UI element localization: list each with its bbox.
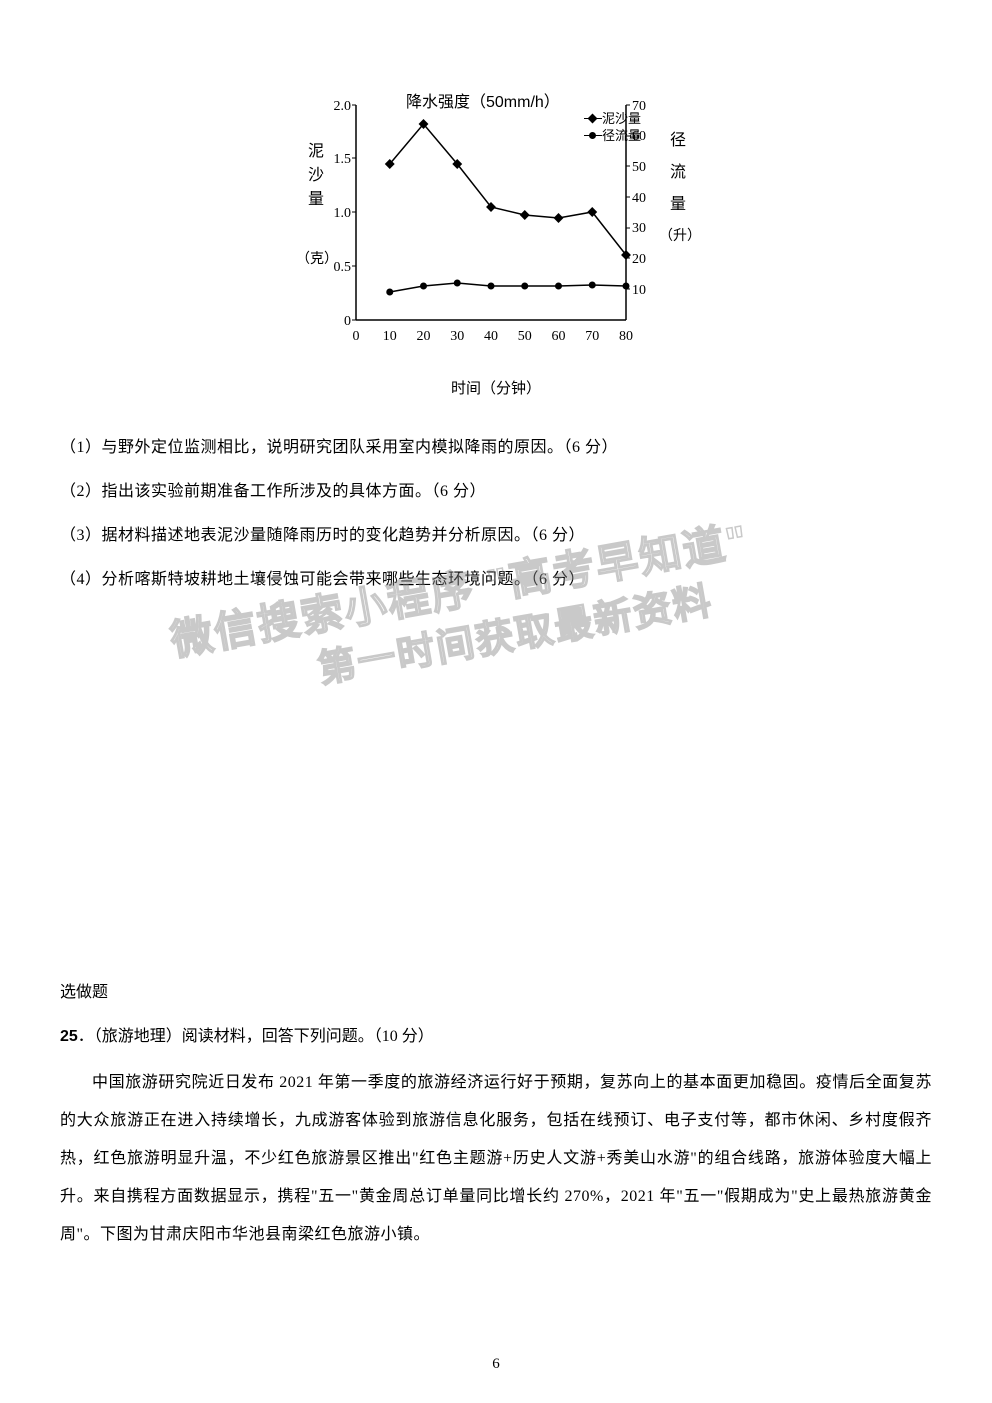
- x-axis-label: 时间（分钟）: [286, 377, 706, 398]
- question-3: （3）据材料描述地表泥沙量随降雨历时的变化趋势并分析原因。（6 分）: [60, 518, 932, 554]
- rainfall-chart: 降水强度（50mm/h） 泥 沙 量 （克） 径 流 量 （升） 泥沙量 径流量: [286, 80, 706, 400]
- svg-text:40: 40: [632, 191, 646, 206]
- svg-text:0: 0: [353, 329, 360, 344]
- svg-text:1.5: 1.5: [334, 152, 352, 167]
- question-2: （2）指出该实验前期准备工作所涉及的具体方面。（6 分）: [60, 474, 932, 510]
- svg-text:30: 30: [450, 329, 464, 344]
- svg-text:10: 10: [632, 283, 646, 298]
- svg-text:2.0: 2.0: [334, 99, 352, 114]
- questions-block: （1）与野外定位监测相比，说明研究团队采用室内模拟降雨的原因。（6 分） （2）…: [60, 430, 932, 598]
- svg-text:60: 60: [552, 329, 566, 344]
- svg-text:10: 10: [383, 329, 397, 344]
- svg-text:40: 40: [484, 329, 498, 344]
- svg-text:60: 60: [632, 129, 646, 144]
- page-number: 6: [0, 1356, 992, 1373]
- chart-svg: 0 0.5 1.0 1.5 2.0 10 20 30 40 50 60 70: [286, 80, 706, 380]
- optional-section-title: 选做题: [60, 978, 932, 1002]
- svg-text:50: 50: [518, 329, 532, 344]
- svg-text:70: 70: [632, 99, 646, 114]
- svg-text:50: 50: [632, 160, 646, 175]
- svg-text:20: 20: [632, 252, 646, 267]
- svg-text:70: 70: [585, 329, 599, 344]
- q25-header-text: ．（旅游地理）阅读材料，回答下列问题。（10 分）: [78, 1028, 434, 1045]
- svg-text:1.0: 1.0: [334, 206, 352, 221]
- q25-body: 中国旅游研究院近日发布 2021 年第一季度的旅游经济运行好于预期，复苏向上的基…: [60, 1064, 932, 1254]
- svg-text:80: 80: [619, 329, 633, 344]
- svg-text:0: 0: [344, 314, 351, 329]
- svg-text:30: 30: [632, 221, 646, 236]
- svg-text:0.5: 0.5: [334, 260, 352, 275]
- svg-text:20: 20: [417, 329, 431, 344]
- q25-header: 25．（旅游地理）阅读材料，回答下列问题。（10 分）: [60, 1022, 932, 1046]
- q25-number: 25: [60, 1028, 78, 1045]
- question-4: （4）分析喀斯特坡耕地土壤侵蚀可能会带来哪些生态环境问题。（6 分）: [60, 562, 932, 598]
- question-1: （1）与野外定位监测相比，说明研究团队采用室内模拟降雨的原因。（6 分）: [60, 430, 932, 466]
